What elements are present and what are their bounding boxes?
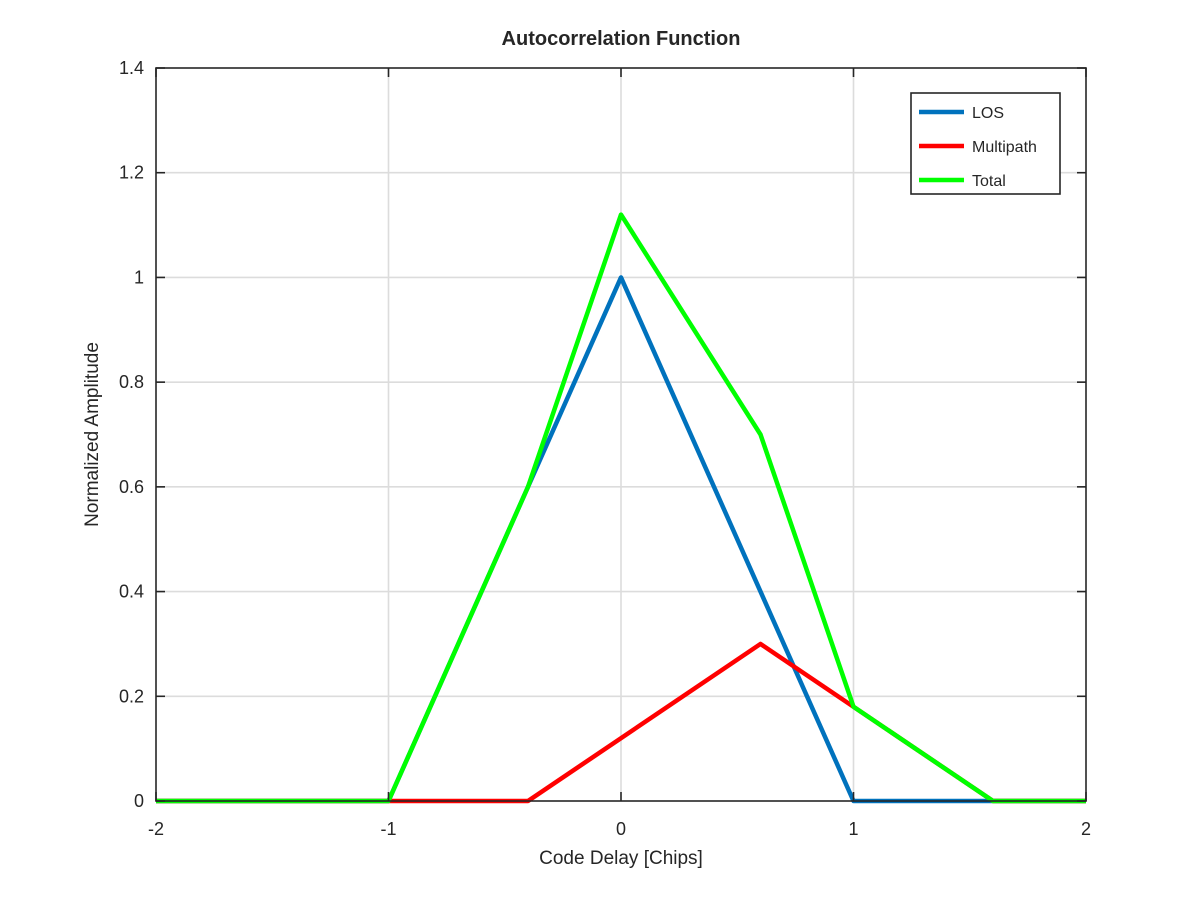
x-tick-label: -2	[148, 819, 164, 839]
y-tick-label: 0.4	[119, 582, 144, 602]
ticks: -2 -1 0 1 2 0 0.2 0.4 0.6 0.8 1 1.2 1.4	[119, 58, 1091, 839]
y-tick-label: 0.8	[119, 372, 144, 392]
legend: LOS Multipath Total	[910, 92, 1061, 195]
chart-title: Autocorrelation Function	[502, 28, 741, 50]
y-tick-label: 0	[134, 791, 144, 811]
x-tick-label: -1	[380, 819, 396, 839]
legend-label-los: LOS	[972, 105, 1004, 122]
y-tick-label: 1.2	[119, 163, 144, 183]
series-line-total	[156, 212, 1086, 804]
x-axis-label: Code Delay [Chips]	[539, 848, 703, 869]
y-tick-label: 0.6	[119, 477, 144, 497]
x-tick-label: 2	[1081, 819, 1091, 839]
y-tick-label: 0.2	[119, 686, 144, 706]
x-tick-label: 1	[848, 819, 858, 839]
y-tick-label: 1.4	[119, 58, 144, 78]
legend-label-total: Total	[972, 173, 1006, 190]
legend-label-multipath: Multipath	[972, 139, 1037, 156]
y-axis-label: Normalized Amplitude	[82, 342, 103, 527]
grid	[156, 68, 1086, 801]
y-tick-label: 1	[134, 267, 144, 287]
x-tick-label: 0	[616, 819, 626, 839]
